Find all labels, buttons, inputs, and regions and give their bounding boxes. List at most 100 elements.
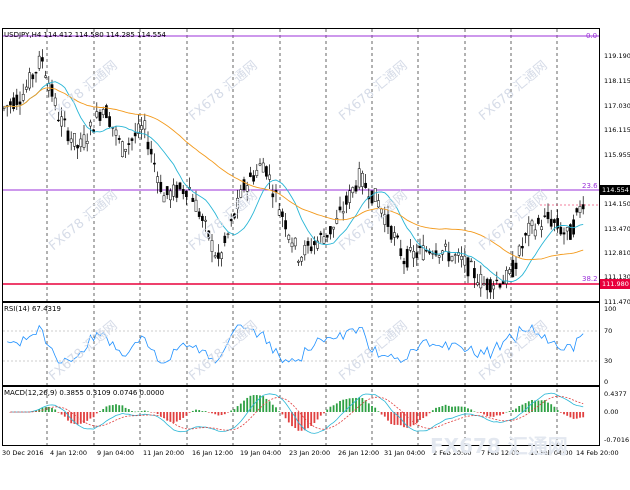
- candle-body: [482, 283, 486, 286]
- macd-histogram-bar: [572, 412, 575, 419]
- macd-histogram-bar: [115, 404, 117, 412]
- x-label: 31 Jan 04:00: [384, 449, 426, 457]
- macd-histogram-bar: [201, 411, 204, 412]
- macd-histogram-bar: [83, 412, 85, 423]
- candle-body: [485, 278, 489, 291]
- fib-label-38: 38.2: [582, 275, 598, 283]
- candle-body: [258, 163, 262, 166]
- rsi-panel[interactable]: [2, 302, 600, 386]
- candle-body: [329, 226, 332, 235]
- slow-moving-average-line: [3, 87, 584, 261]
- macd-histogram-bar: [563, 412, 565, 415]
- macd-histogram-bar: [185, 412, 188, 416]
- macd-histogram-bar: [86, 412, 89, 421]
- macd-histogram-bar: [265, 398, 268, 412]
- candle-body: [117, 137, 121, 140]
- candle-body: [393, 232, 396, 238]
- candle-body: [332, 226, 335, 230]
- x-label: 14 Feb 20:00: [576, 449, 619, 457]
- macd-histogram-bar: [511, 410, 514, 412]
- candle-body: [207, 230, 211, 239]
- macd-histogram-bar: [339, 400, 341, 412]
- candle-body: [386, 214, 390, 227]
- candle-body: [473, 268, 476, 279]
- macd-histogram-bar: [534, 400, 537, 412]
- macd-histogram-bar: [303, 412, 306, 431]
- candle-body: [431, 253, 435, 255]
- candle-body: [351, 187, 355, 194]
- y-label: 118.115: [604, 77, 630, 85]
- macd-histogram-bar: [396, 412, 399, 425]
- macd-histogram-bar: [169, 412, 172, 422]
- macd-histogram-bar: [217, 412, 220, 416]
- macd-histogram-bar: [131, 411, 133, 412]
- candle-body: [69, 138, 73, 143]
- candle-body: [524, 233, 527, 236]
- candle-body: [364, 182, 367, 188]
- macd-histogram-bar: [313, 412, 316, 423]
- macd-histogram-bar: [236, 406, 239, 412]
- macd-histogram-bar: [259, 395, 261, 412]
- price-panel-header: USDJPY,H4 114.412 114.580 114.285 114.55…: [4, 31, 166, 39]
- candle-body: [165, 186, 169, 196]
- macd-histogram-bar: [294, 412, 297, 429]
- candle-body: [450, 256, 454, 262]
- macd-histogram-bar: [556, 410, 559, 412]
- macd-histogram-bar: [204, 411, 207, 412]
- candle-body: [181, 189, 185, 194]
- candle-body: [162, 195, 166, 203]
- macd-histogram-bar: [102, 408, 105, 412]
- macd-histogram-bar: [243, 400, 245, 412]
- candle-body: [498, 283, 502, 288]
- candle-body: [396, 235, 399, 238]
- current-price-tag: 114.554: [600, 185, 630, 195]
- macd-histogram-bar: [137, 411, 140, 412]
- macd-histogram-bar: [486, 412, 489, 417]
- candle-body: [505, 270, 508, 285]
- candle-body: [348, 190, 351, 203]
- candle-body: [226, 233, 230, 235]
- candle-body: [143, 120, 147, 130]
- candle-body: [44, 75, 47, 78]
- macd-histogram-bar: [249, 395, 252, 412]
- macd-histogram-bar: [419, 412, 421, 420]
- candle-body: [383, 214, 387, 225]
- macd-histogram-bar: [342, 399, 345, 412]
- candle-body: [60, 116, 63, 127]
- candle-body: [178, 182, 182, 190]
- macd-histogram-bar: [95, 412, 98, 414]
- macd-histogram-bar: [403, 412, 405, 428]
- macd-histogram-bar: [521, 404, 524, 412]
- macd-histogram-bar: [483, 412, 485, 415]
- macd-histogram-bar: [70, 412, 73, 424]
- macd-histogram-bar: [515, 408, 517, 412]
- macd-histogram-bar: [454, 406, 457, 412]
- rsi-level-100: 100: [604, 305, 617, 313]
- footer-logo: FX678 汇通网: [430, 434, 568, 458]
- rsi-level-0: 0: [604, 378, 609, 386]
- price-panel[interactable]: [2, 28, 600, 302]
- macd-histogram-bar: [326, 409, 329, 412]
- candle-body: [172, 184, 175, 197]
- macd-histogram-bar: [332, 405, 335, 412]
- candle-body: [21, 94, 25, 101]
- macd-histogram-bar: [351, 398, 354, 412]
- candle-body: [361, 172, 364, 187]
- macd-histogram-bar: [124, 407, 127, 412]
- macd-histogram-bar: [108, 405, 111, 412]
- macd-histogram-bar: [63, 412, 66, 417]
- macd-histogram-bar: [291, 412, 293, 427]
- candle-body: [249, 172, 252, 177]
- candle-body: [373, 188, 377, 202]
- candle-body: [377, 200, 380, 208]
- macd-histogram-bar: [495, 412, 498, 416]
- candle-body: [556, 218, 559, 229]
- macd-histogram-bar: [278, 411, 281, 412]
- candle-body: [409, 247, 412, 251]
- candle-body: [306, 241, 310, 246]
- candle-body: [197, 211, 201, 217]
- macd-histogram-bar: [284, 412, 287, 419]
- macd-histogram-bar: [505, 411, 508, 413]
- macd-histogram-bar: [159, 412, 162, 417]
